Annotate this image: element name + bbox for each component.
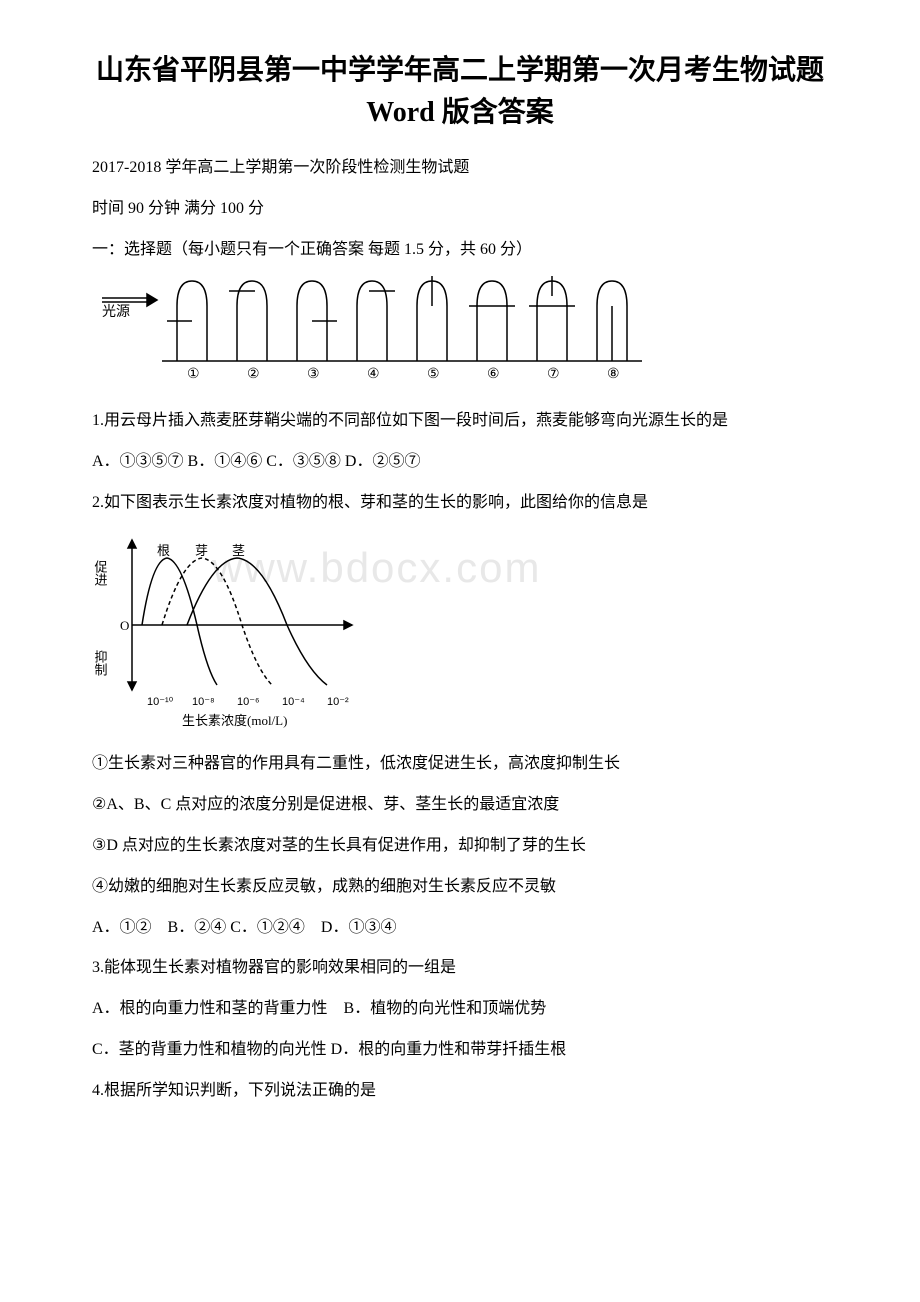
q2-options: A．①② B．②④ C．①②④ D．①③④ — [60, 914, 860, 943]
subtitle: 2017-2018 学年高二上学期第一次阶段性检测生物试题 — [60, 154, 860, 183]
svg-text:O: O — [120, 618, 129, 633]
svg-text:茎: 茎 — [232, 543, 245, 558]
svg-text:光源: 光源 — [102, 304, 130, 320]
svg-text:⑦: ⑦ — [547, 367, 560, 382]
diagram-coleoptile: 光源 — [92, 276, 860, 397]
time-info: 时间 90 分钟 满分 100 分 — [60, 195, 860, 224]
svg-text:⑧: ⑧ — [607, 367, 620, 382]
svg-text:10⁻⁸: 10⁻⁸ — [192, 696, 215, 708]
q2-statement-3: ③D 点对应的生长素浓度对茎的生长具有促进作用，却抑制了芽的生长 — [60, 832, 860, 861]
svg-text:10⁻²: 10⁻² — [327, 696, 349, 708]
q4-text: 4.根据所学知识判断，下列说法正确的是 — [60, 1077, 860, 1106]
svg-text:芽: 芽 — [195, 543, 208, 558]
q3-options-1: A．根的向重力性和茎的背重力性 B．植物的向光性和顶端优势 — [60, 995, 860, 1024]
svg-text:根: 根 — [157, 543, 170, 558]
chart-auxin: www.bdocx.com 促进 抑制 O 根 芽 茎 10⁻¹⁰ — [92, 530, 860, 741]
section-heading: 一：选择题（每小题只有一个正确答案 每题 1.5 分，共 60 分） — [60, 236, 860, 265]
svg-text:10⁻¹⁰: 10⁻¹⁰ — [147, 696, 174, 708]
q2-statement-1: ①生长素对三种器官的作用具有二重性，低浓度促进生长，高浓度抑制生长 — [60, 750, 860, 779]
svg-text:生长素浓度(mol/L): 生长素浓度(mol/L) — [182, 713, 287, 728]
q1-text: 1.用云母片插入燕麦胚芽鞘尖端的不同部位如下图一段时间后，燕麦能够弯向光源生长的… — [60, 407, 860, 436]
q3-options-2: C．茎的背重力性和植物的向光性 D．根的向重力性和带芽扦插生根 — [60, 1036, 860, 1065]
svg-text:⑤: ⑤ — [427, 367, 440, 382]
q2-statement-4: ④幼嫩的细胞对生长素反应灵敏，成熟的细胞对生长素反应不灵敏 — [60, 873, 860, 902]
svg-text:10⁻⁴: 10⁻⁴ — [282, 696, 305, 708]
svg-text:②: ② — [247, 367, 260, 382]
svg-text:③: ③ — [307, 367, 320, 382]
q1-options: A．①③⑤⑦ B．①④⑥ C．③⑤⑧ D．②⑤⑦ — [60, 448, 860, 477]
svg-text:抑制: 抑制 — [93, 650, 108, 676]
svg-text:⑥: ⑥ — [487, 367, 500, 382]
svg-text:促进: 促进 — [93, 560, 108, 587]
q2-statement-2: ②A、B、C 点对应的浓度分别是促进根、芽、茎生长的最适宜浓度 — [60, 791, 860, 820]
svg-text:①: ① — [187, 367, 200, 382]
q3-text: 3.能体现生长素对植物器官的影响效果相同的一组是 — [60, 954, 860, 983]
svg-text:10⁻⁶: 10⁻⁶ — [237, 696, 260, 708]
q2-text: 2.如下图表示生长素浓度对植物的根、芽和茎的生长的影响，此图给你的信息是 — [60, 489, 860, 518]
svg-text:④: ④ — [367, 367, 380, 382]
document-title: 山东省平阴县第一中学学年高二上学期第一次月考生物试题 Word 版含答案 — [60, 50, 860, 134]
